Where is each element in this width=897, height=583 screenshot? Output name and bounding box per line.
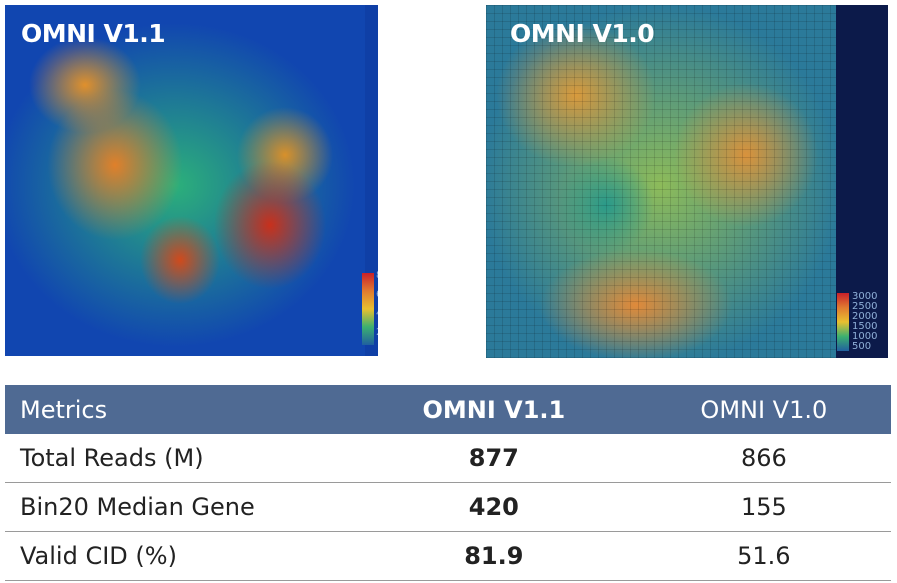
- colorbar-label: 2k: [376, 328, 378, 338]
- metric-label: Total Reads (M): [5, 434, 351, 483]
- colorbar: [837, 293, 849, 351]
- grid-overlay: [486, 5, 836, 358]
- v11-value: 81.9: [351, 531, 637, 581]
- colorbar: [362, 273, 374, 345]
- colorbar-label: 8k: [376, 271, 378, 281]
- colorbar-label: 1000: [852, 331, 878, 342]
- table-row: Valid CID (%) 81.9 51.6: [5, 531, 891, 581]
- v11-value: 420: [351, 482, 637, 532]
- colorbar-label: 1500: [852, 321, 878, 332]
- v11-value: 877: [351, 434, 637, 483]
- colorbar-label: 6k: [376, 290, 378, 300]
- omni-v11-heatmap-image: OMNI V1.1 8k 6k 4k 2k: [5, 5, 378, 356]
- table-row: Total Reads (M) 877 866: [5, 434, 891, 483]
- tissue-heatmap: [5, 5, 365, 356]
- image-title: OMNI V1.1: [21, 19, 166, 48]
- table-header: Metrics OMNI V1.1 OMNI V1.0: [5, 385, 891, 434]
- v10-value: 51.6: [636, 531, 891, 581]
- tissue-heatmap: [486, 5, 836, 358]
- colorbar-label: 2500: [852, 301, 878, 312]
- colorbar-label: 3000: [852, 291, 878, 302]
- omni-v10-heatmap-image: OMNI V1.0 3000 2500 2000 1500 1000 500: [486, 5, 888, 358]
- header-metrics: Metrics: [5, 385, 351, 434]
- metric-label: Bin20 Median Gene: [5, 482, 351, 532]
- metric-label: Valid CID (%): [5, 531, 351, 581]
- metrics-table: Metrics OMNI V1.1 OMNI V1.0 Total Reads …: [5, 385, 891, 581]
- header-omni-v10: OMNI V1.0: [636, 385, 891, 434]
- v10-value: 866: [636, 434, 891, 483]
- colorbar-label: 500: [852, 341, 872, 352]
- v10-value: 155: [636, 482, 891, 532]
- header-omni-v11: OMNI V1.1: [351, 385, 637, 434]
- colorbar-label: 2000: [852, 311, 878, 322]
- image-title: OMNI V1.0: [510, 19, 655, 48]
- colorbar-label: 4k: [376, 309, 378, 319]
- table-row: Bin20 Median Gene 420 155: [5, 482, 891, 532]
